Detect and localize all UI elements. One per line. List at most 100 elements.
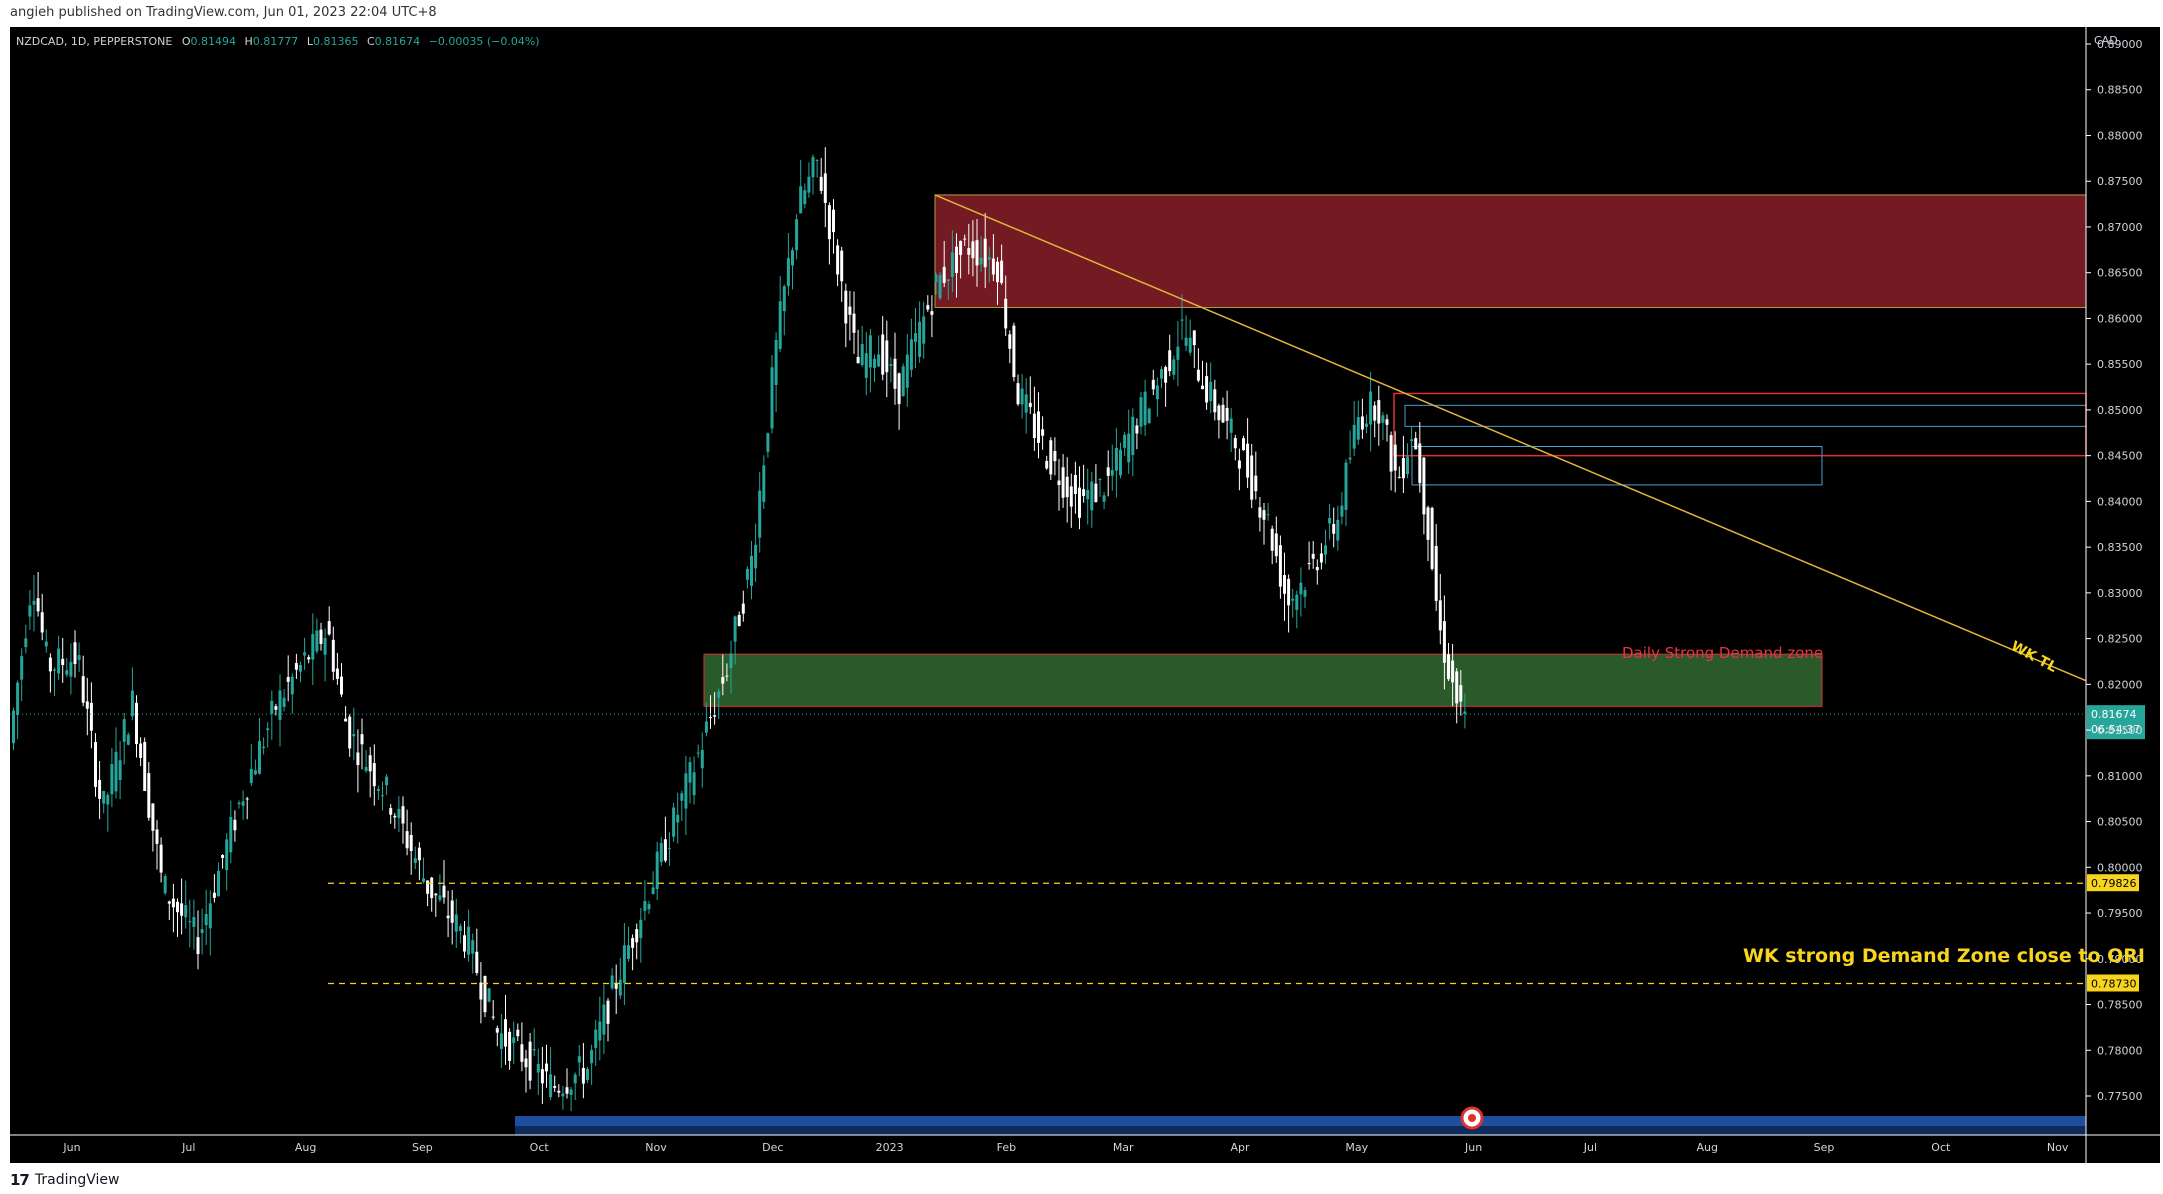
candle-body xyxy=(692,772,696,796)
candle-body xyxy=(381,795,384,797)
candle-body xyxy=(1447,654,1450,680)
candle-body xyxy=(1233,437,1237,449)
candle-body xyxy=(1242,438,1245,451)
time-tick-label: Jun xyxy=(1464,1141,1482,1154)
tradingview-brand[interactable]: 17 TradingView xyxy=(10,1171,119,1189)
candle-body xyxy=(955,246,958,274)
candle-body xyxy=(893,358,897,389)
last-price-tag xyxy=(2087,705,2145,740)
candle-body xyxy=(1168,350,1172,372)
candle-body xyxy=(901,366,905,397)
candle-body xyxy=(983,238,987,268)
candle-body xyxy=(844,290,848,324)
candle-body xyxy=(200,929,204,933)
candle-body xyxy=(1434,545,1438,601)
level-price-label: 0.78730 xyxy=(2091,977,2137,990)
candle-body xyxy=(520,1044,524,1062)
candle-body xyxy=(996,261,999,283)
candle-body xyxy=(1032,413,1036,439)
candle-body xyxy=(487,988,491,1002)
candle-body xyxy=(668,848,671,850)
chart-container[interactable]: 0.79826 0.78730 0.81674 06:54:37 0.89000 0.8… xyxy=(10,27,2160,1163)
candle-body xyxy=(217,870,220,897)
candle-body xyxy=(1295,594,1299,610)
candle-body xyxy=(479,982,483,1000)
candle-body xyxy=(565,1087,569,1094)
candle-body xyxy=(1377,400,1381,424)
candle-body xyxy=(1147,408,1151,424)
candle-body xyxy=(815,159,819,161)
candle-body xyxy=(450,900,454,923)
candle-body xyxy=(1278,545,1282,587)
candle-body xyxy=(643,901,647,911)
candle-body xyxy=(1164,367,1168,383)
candle-body xyxy=(110,764,114,795)
candle-body xyxy=(782,286,786,312)
candle-body xyxy=(1426,507,1430,540)
candle-body xyxy=(65,670,69,675)
candle-body xyxy=(438,895,442,900)
candle-body xyxy=(196,937,200,955)
level-price-tag xyxy=(2087,874,2139,892)
candle-body xyxy=(581,1067,585,1084)
time-tick-label: Oct xyxy=(530,1141,550,1154)
candle-body xyxy=(155,829,159,844)
candle-body xyxy=(807,176,811,193)
candle-body xyxy=(827,205,831,240)
candle-body xyxy=(1172,359,1176,375)
candle-body xyxy=(495,1028,499,1033)
daily-demand-zone-label[interactable]: Daily Strong Demand zone xyxy=(1622,644,1823,662)
event-marker[interactable] xyxy=(1460,1106,1484,1130)
time-tick-label: May xyxy=(1345,1141,1368,1154)
candle-body xyxy=(516,1029,520,1037)
blue-box-2 xyxy=(1411,446,1823,486)
candle-body xyxy=(557,1090,561,1093)
candle-body xyxy=(1393,444,1397,471)
price-tick-label: 0.77500 xyxy=(2097,1090,2143,1103)
currency-label: CAD xyxy=(2094,34,2118,47)
candle-body xyxy=(922,316,926,344)
time-tick-label: Aug xyxy=(1696,1141,1717,1154)
candle-body xyxy=(1229,418,1233,433)
candle-body xyxy=(245,798,249,800)
price-tick-label: 0.87000 xyxy=(2097,221,2143,234)
candle-body xyxy=(889,364,893,367)
close-label: C xyxy=(367,35,375,48)
candle-body xyxy=(676,814,680,823)
candle-body xyxy=(1110,469,1114,476)
candle-body xyxy=(909,339,913,370)
candle-body xyxy=(1098,478,1102,480)
candle-body xyxy=(57,648,61,674)
candle-body xyxy=(766,433,770,452)
candle-body xyxy=(750,555,753,586)
candle-body xyxy=(778,301,782,349)
candle-body xyxy=(602,1004,606,1035)
candle-body xyxy=(864,353,868,378)
candle-body xyxy=(618,979,622,996)
candle-body xyxy=(36,598,40,612)
candle-body xyxy=(1459,685,1463,702)
candle-body xyxy=(1073,474,1077,495)
time-tick-label: Sep xyxy=(1814,1141,1835,1154)
candle-body xyxy=(442,885,446,898)
candle-body xyxy=(1078,487,1081,518)
candle-body xyxy=(1192,330,1196,346)
candle-body xyxy=(1205,376,1209,403)
candle-body xyxy=(1016,383,1020,405)
candle-body xyxy=(413,858,417,863)
candle-body xyxy=(180,903,184,916)
candle-body xyxy=(299,664,302,672)
candle-body xyxy=(1155,385,1159,400)
candle-body xyxy=(950,252,954,277)
candle-body xyxy=(610,975,614,989)
candle-body xyxy=(963,238,967,240)
candle-body xyxy=(614,982,618,989)
candle-body xyxy=(709,717,712,719)
candle-body xyxy=(143,742,147,791)
candle-body xyxy=(1397,476,1401,478)
candle-body xyxy=(12,710,15,744)
candle-body xyxy=(856,356,860,364)
price-chart[interactable]: 0.79826 0.78730 0.81674 06:54:37 0.89000 0.8… xyxy=(10,27,2160,1163)
weekly-demand-zone-label[interactable]: WK strong Demand Zone close to ORI xyxy=(1743,945,2145,967)
candle-body xyxy=(1418,443,1422,484)
